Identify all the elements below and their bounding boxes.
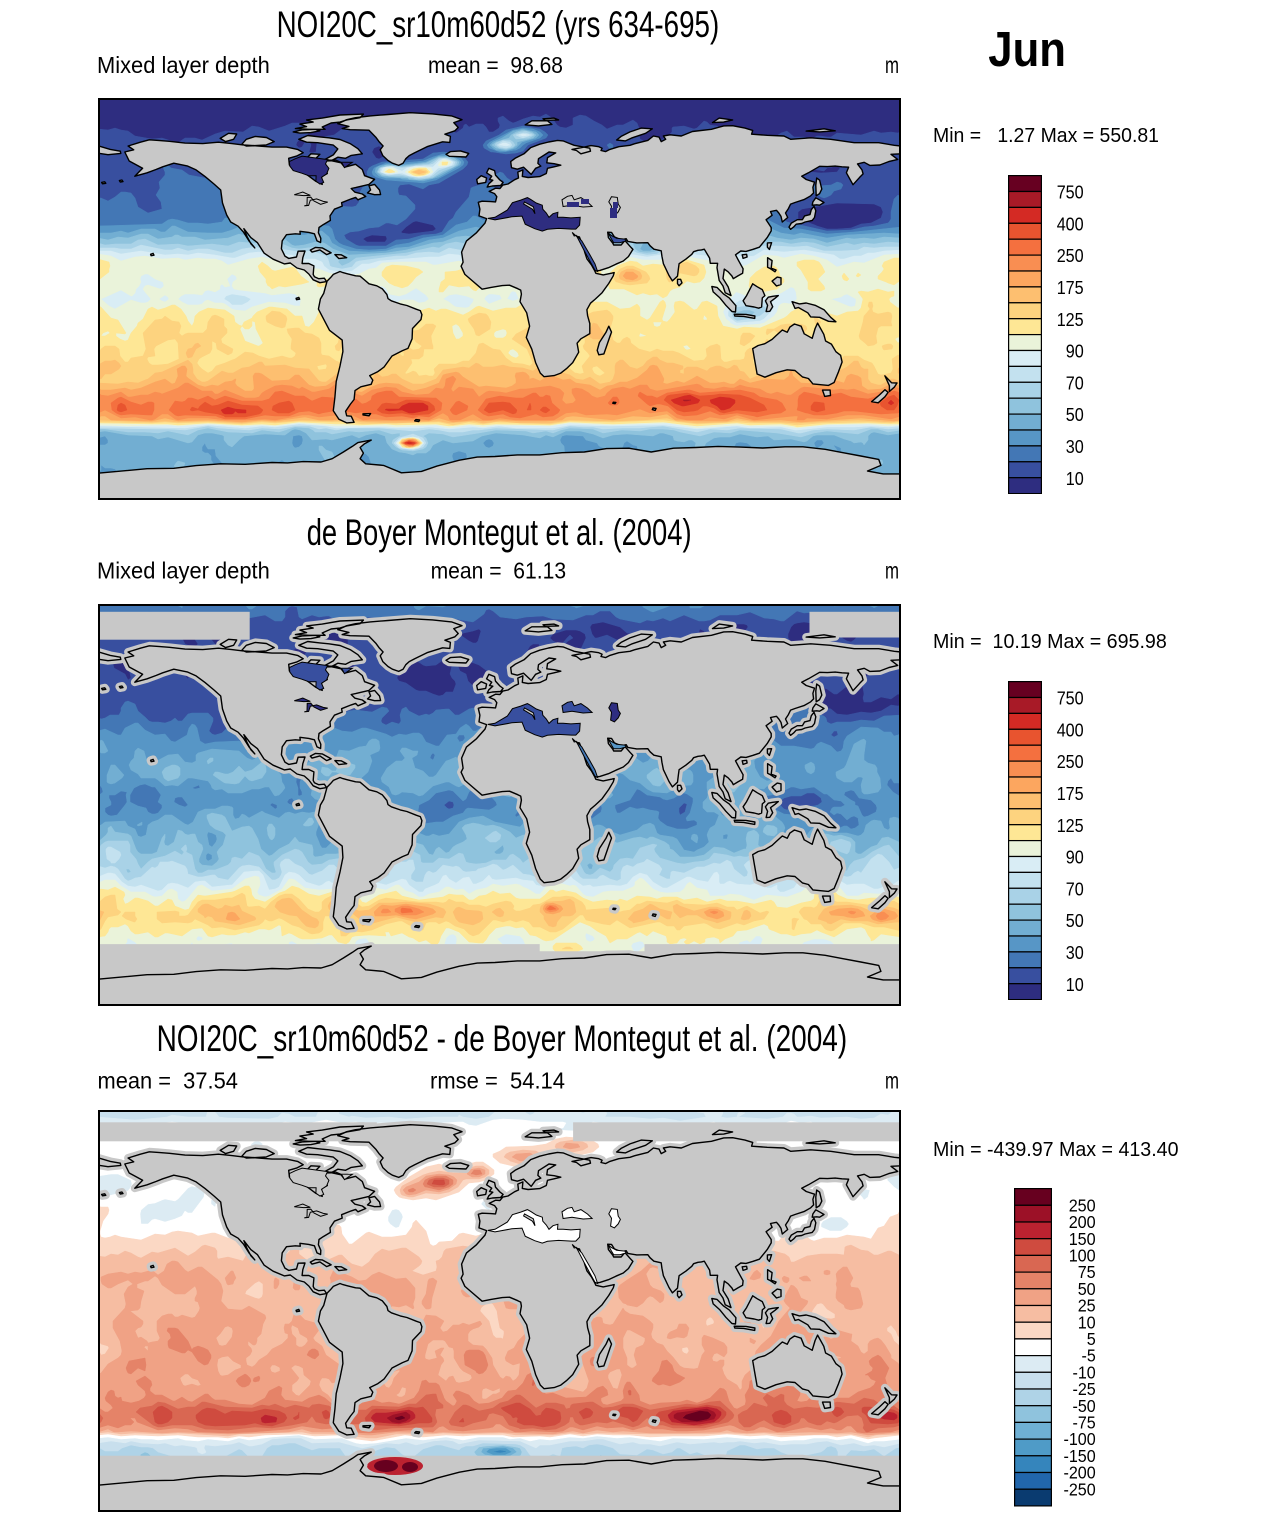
- svg-text:125: 125: [1057, 309, 1084, 330]
- svg-text:750: 750: [1057, 688, 1084, 709]
- svg-text:-5: -5: [1082, 1346, 1096, 1366]
- svg-text:-25: -25: [1073, 1379, 1096, 1399]
- svg-text:250: 250: [1057, 245, 1084, 266]
- svg-text:Min = 10.19 Max = 695.98: Min = 10.19 Max = 695.98: [933, 630, 1167, 653]
- svg-text:rmse = 54.14: rmse = 54.14: [430, 1068, 565, 1094]
- svg-text:-150: -150: [1064, 1446, 1096, 1466]
- svg-text:5: 5: [1087, 1329, 1096, 1349]
- svg-text:10: 10: [1066, 974, 1084, 995]
- svg-text:m: m: [885, 558, 899, 584]
- svg-text:-75: -75: [1073, 1413, 1096, 1433]
- svg-text:10: 10: [1078, 1312, 1096, 1332]
- svg-text:175: 175: [1057, 783, 1084, 804]
- svg-text:75: 75: [1078, 1262, 1096, 1282]
- svg-text:m: m: [885, 52, 899, 78]
- svg-text:200: 200: [1069, 1212, 1096, 1232]
- svg-text:70: 70: [1066, 878, 1084, 899]
- svg-text:de Boyer Montegut et al. (2004: de Boyer Montegut et al. (2004): [307, 512, 692, 553]
- svg-text:mean = 98.68: mean = 98.68: [428, 52, 563, 78]
- svg-text:70: 70: [1066, 372, 1084, 393]
- svg-text:150: 150: [1069, 1229, 1096, 1249]
- svg-text:30: 30: [1066, 942, 1084, 963]
- svg-text:-250: -250: [1064, 1479, 1096, 1499]
- svg-text:30: 30: [1066, 436, 1084, 457]
- svg-text:125: 125: [1057, 815, 1084, 836]
- svg-text:50: 50: [1066, 910, 1084, 931]
- svg-text:175: 175: [1057, 277, 1084, 298]
- svg-text:10: 10: [1066, 468, 1084, 489]
- svg-text:Min = 1.27 Max = 550.81: Min = 1.27 Max = 550.81: [933, 124, 1159, 147]
- svg-text:100: 100: [1069, 1246, 1096, 1266]
- svg-text:-10: -10: [1073, 1362, 1096, 1382]
- svg-text:400: 400: [1057, 213, 1084, 234]
- svg-text:Min = -439.97 Max = 413.40: Min = -439.97 Max = 413.40: [933, 1138, 1179, 1161]
- svg-text:Mixed layer depth: Mixed layer depth: [97, 52, 270, 78]
- svg-text:NOI20C_sr10m60d52 - de Boyer M: NOI20C_sr10m60d52 - de Boyer Montegut et…: [157, 1018, 848, 1059]
- svg-text:250: 250: [1069, 1195, 1096, 1215]
- svg-text:Mixed layer depth: Mixed layer depth: [97, 558, 270, 584]
- svg-text:NOI20C_sr10m60d52 (yrs 634-695: NOI20C_sr10m60d52 (yrs 634-695): [277, 4, 720, 45]
- svg-text:m: m: [885, 1068, 899, 1094]
- svg-text:25: 25: [1078, 1296, 1096, 1316]
- svg-text:50: 50: [1078, 1279, 1096, 1299]
- svg-text:mean = 61.13: mean = 61.13: [431, 558, 566, 584]
- svg-text:90: 90: [1066, 847, 1084, 868]
- svg-text:750: 750: [1057, 182, 1084, 203]
- svg-text:90: 90: [1066, 341, 1084, 362]
- svg-text:50: 50: [1066, 404, 1084, 425]
- svg-text:250: 250: [1057, 751, 1084, 772]
- svg-text:400: 400: [1057, 719, 1084, 740]
- svg-text:Jun: Jun: [988, 23, 1066, 77]
- svg-text:-200: -200: [1064, 1463, 1096, 1483]
- svg-text:mean = 37.54: mean = 37.54: [98, 1068, 238, 1094]
- svg-text:-100: -100: [1064, 1429, 1096, 1449]
- svg-text:-50: -50: [1073, 1396, 1096, 1416]
